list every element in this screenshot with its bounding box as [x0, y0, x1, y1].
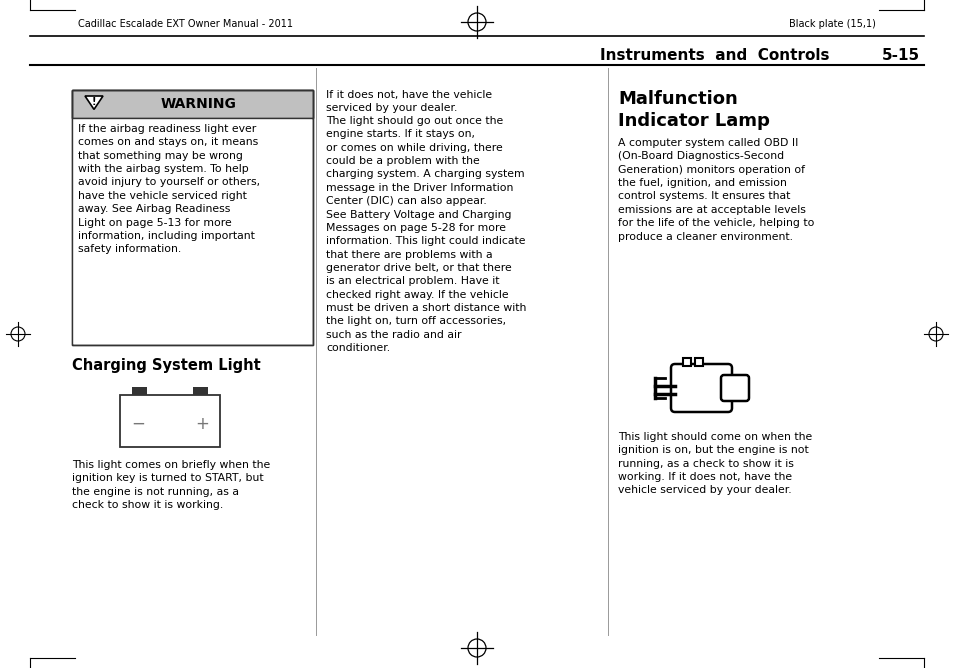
Polygon shape [85, 96, 103, 110]
Text: Malfunction
Indicator Lamp: Malfunction Indicator Lamp [618, 90, 769, 130]
Text: The light should go out once the
engine starts. If it stays on,
or comes on whil: The light should go out once the engine … [326, 116, 526, 353]
Text: This light should come on when the
ignition is on, but the engine is not
running: This light should come on when the ignit… [618, 432, 811, 496]
FancyBboxPatch shape [132, 387, 147, 395]
Text: −: − [131, 415, 145, 433]
Text: WARNING: WARNING [160, 97, 236, 111]
FancyBboxPatch shape [73, 118, 312, 344]
Text: +: + [194, 415, 209, 433]
FancyBboxPatch shape [120, 395, 220, 447]
Text: Instruments  and  Controls: Instruments and Controls [599, 49, 828, 63]
Text: If the airbag readiness light ever
comes on and stays on, it means
that somethin: If the airbag readiness light ever comes… [78, 124, 260, 255]
FancyBboxPatch shape [71, 90, 313, 345]
FancyBboxPatch shape [720, 375, 748, 401]
FancyBboxPatch shape [670, 364, 731, 412]
Text: This light comes on briefly when the
ignition key is turned to START, but
the en: This light comes on briefly when the ign… [71, 460, 270, 510]
FancyBboxPatch shape [71, 90, 313, 118]
Text: Charging System Light: Charging System Light [71, 358, 260, 373]
Text: Cadillac Escalade EXT Owner Manual - 2011: Cadillac Escalade EXT Owner Manual - 201… [78, 19, 293, 29]
Text: A computer system called OBD II
(On-Board Diagnostics-Second
Generation) monitor: A computer system called OBD II (On-Boar… [618, 138, 814, 242]
FancyBboxPatch shape [695, 358, 702, 366]
FancyBboxPatch shape [682, 358, 690, 366]
Text: Black plate (15,1): Black plate (15,1) [788, 19, 875, 29]
FancyBboxPatch shape [193, 387, 208, 395]
Text: If it does not, have the vehicle
serviced by your dealer.: If it does not, have the vehicle service… [326, 90, 492, 114]
Text: 5-15: 5-15 [881, 49, 919, 63]
Text: !: ! [91, 97, 96, 107]
